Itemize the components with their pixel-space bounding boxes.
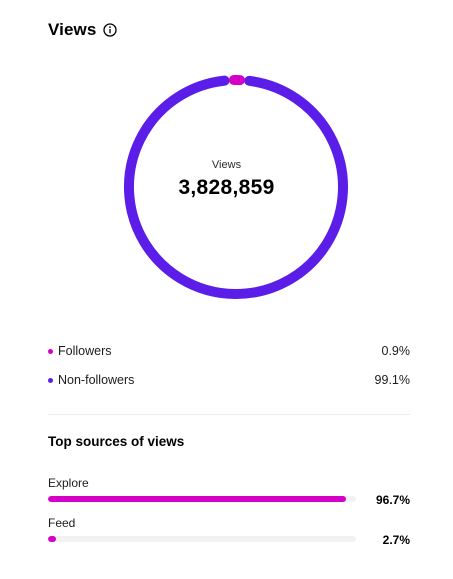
source-percent-explore: 96.7%	[375, 493, 410, 507]
source-percent-feed: 2.7%	[382, 533, 410, 547]
donut-svg	[124, 75, 348, 299]
donut-center-label: Views	[211, 159, 242, 171]
source-label-feed: Feed	[48, 516, 76, 530]
legend-dot-followers	[48, 348, 53, 354]
section-title-top-sources: Top sources of views	[48, 434, 185, 449]
divider	[48, 414, 410, 415]
legend-row-followers: Followers 0.9%	[48, 344, 410, 358]
source-bar-fill-feed	[48, 536, 57, 542]
legend-dot-non-followers	[48, 377, 53, 383]
source-bar-fill-explore	[48, 496, 346, 502]
donut-segment-non-followers	[124, 75, 348, 299]
donut-center-value: 3,828,859	[178, 176, 275, 199]
source-label-explore: Explore	[48, 476, 89, 490]
legend-label: Followers	[58, 344, 112, 358]
legend-label: Non-followers	[58, 373, 135, 387]
legend-row-non-followers: Non-followers 99.1%	[48, 373, 410, 387]
views-header: Views	[48, 20, 118, 40]
page-title: Views	[48, 20, 97, 39]
legend-percent: 0.9%	[381, 344, 411, 358]
source-bar-track-feed	[48, 536, 356, 542]
views-donut-chart: Views 3,828,859	[124, 75, 348, 299]
source-bar-track-explore	[48, 496, 356, 502]
legend-percent: 99.1%	[374, 373, 410, 387]
info-circle-icon[interactable]	[103, 23, 118, 37]
